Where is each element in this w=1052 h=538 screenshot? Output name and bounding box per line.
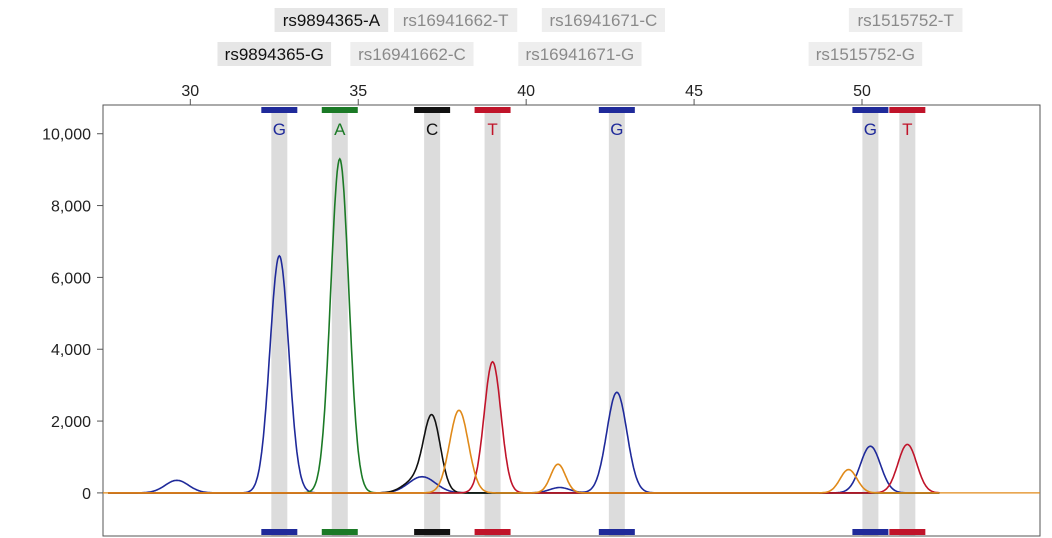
trace-T (108, 360, 940, 494)
base-call-marker-top (474, 107, 511, 113)
base-call-marker-bottom (261, 529, 298, 535)
snp-label-box (848, 8, 963, 32)
snp-label: rs9894365-G (225, 45, 324, 64)
y-tick-label: 6,000 (51, 270, 91, 287)
y-tick-label: 0 (82, 486, 91, 503)
snp-label-box (808, 42, 923, 66)
base-call-letter: A (334, 120, 346, 139)
base-call-shading (261, 107, 926, 536)
snp-label: rs1515752-G (816, 45, 915, 64)
snp-label: rs16941662-C (358, 45, 466, 64)
snp-label: rs1515752-T (857, 11, 953, 30)
snp-label: rs16941671-C (550, 11, 658, 30)
y-tick-label: 2,000 (51, 414, 91, 431)
snp-label: rs9894365-A (283, 11, 381, 30)
base-call-marker-top (889, 107, 926, 113)
base-call-marker-top (414, 107, 451, 113)
trace-layer (103, 157, 1040, 494)
snp-label-box (217, 42, 332, 66)
x-tick-label: 45 (685, 83, 703, 100)
base-call-shade (608, 111, 625, 536)
x-tick-label: 50 (853, 83, 871, 100)
base-call-letter: C (426, 120, 438, 139)
trace-C (108, 413, 940, 494)
snp-label: rs16941662-T (403, 11, 509, 30)
base-call-letter: T (487, 120, 497, 139)
y-axis-ticks: 0 2,000 4,000 6,000 8,000 10,000 (42, 127, 103, 503)
x-axis-ticks: 30 35 40 45 50 (181, 83, 871, 105)
y-tick-label: 4,000 (51, 342, 91, 359)
plot-area-frame (102, 104, 1041, 537)
base-call-shade (862, 111, 879, 536)
base-call-marker-bottom (852, 529, 889, 535)
base-call-marker-bottom (474, 529, 511, 535)
base-call-marker-top (321, 107, 358, 113)
snp-label-box (541, 8, 666, 32)
base-call-shade (899, 111, 916, 536)
base-call-shade (331, 111, 348, 536)
snp-label-box (518, 42, 642, 66)
trace-G (108, 254, 940, 494)
snp-label-box (274, 8, 389, 32)
trace-A (108, 157, 940, 494)
base-call-letter: G (273, 120, 286, 139)
base-call-marker-top (261, 107, 298, 113)
base-call-marker-bottom (321, 529, 358, 535)
x-tick-label: 35 (349, 83, 367, 100)
trace-orange (108, 409, 940, 494)
x-tick-label: 30 (181, 83, 199, 100)
base-call-letter: G (864, 120, 877, 139)
base-call-letter: G (610, 120, 623, 139)
base-call-shade (271, 111, 288, 536)
snp-label-box (394, 8, 518, 32)
base-call-marker-top (852, 107, 889, 113)
base-call-marker-bottom (414, 529, 451, 535)
base-call-marker-bottom (598, 529, 635, 535)
base-call-shade (484, 111, 501, 536)
x-tick-label: 40 (517, 83, 535, 100)
base-call-marker-top (598, 107, 635, 113)
base-call-letter: T (902, 120, 912, 139)
y-tick-label: 8,000 (51, 199, 91, 216)
base-call-marker-bottom (889, 529, 926, 535)
snp-label: rs16941671-G (526, 45, 635, 64)
base-call-shade (424, 111, 441, 536)
snp-label-layer: rs9894365-A rs9894365-G rs16941662-T rs1694… (217, 8, 963, 66)
snp-label-box (350, 42, 474, 66)
y-tick-label: 10,000 (42, 127, 91, 144)
